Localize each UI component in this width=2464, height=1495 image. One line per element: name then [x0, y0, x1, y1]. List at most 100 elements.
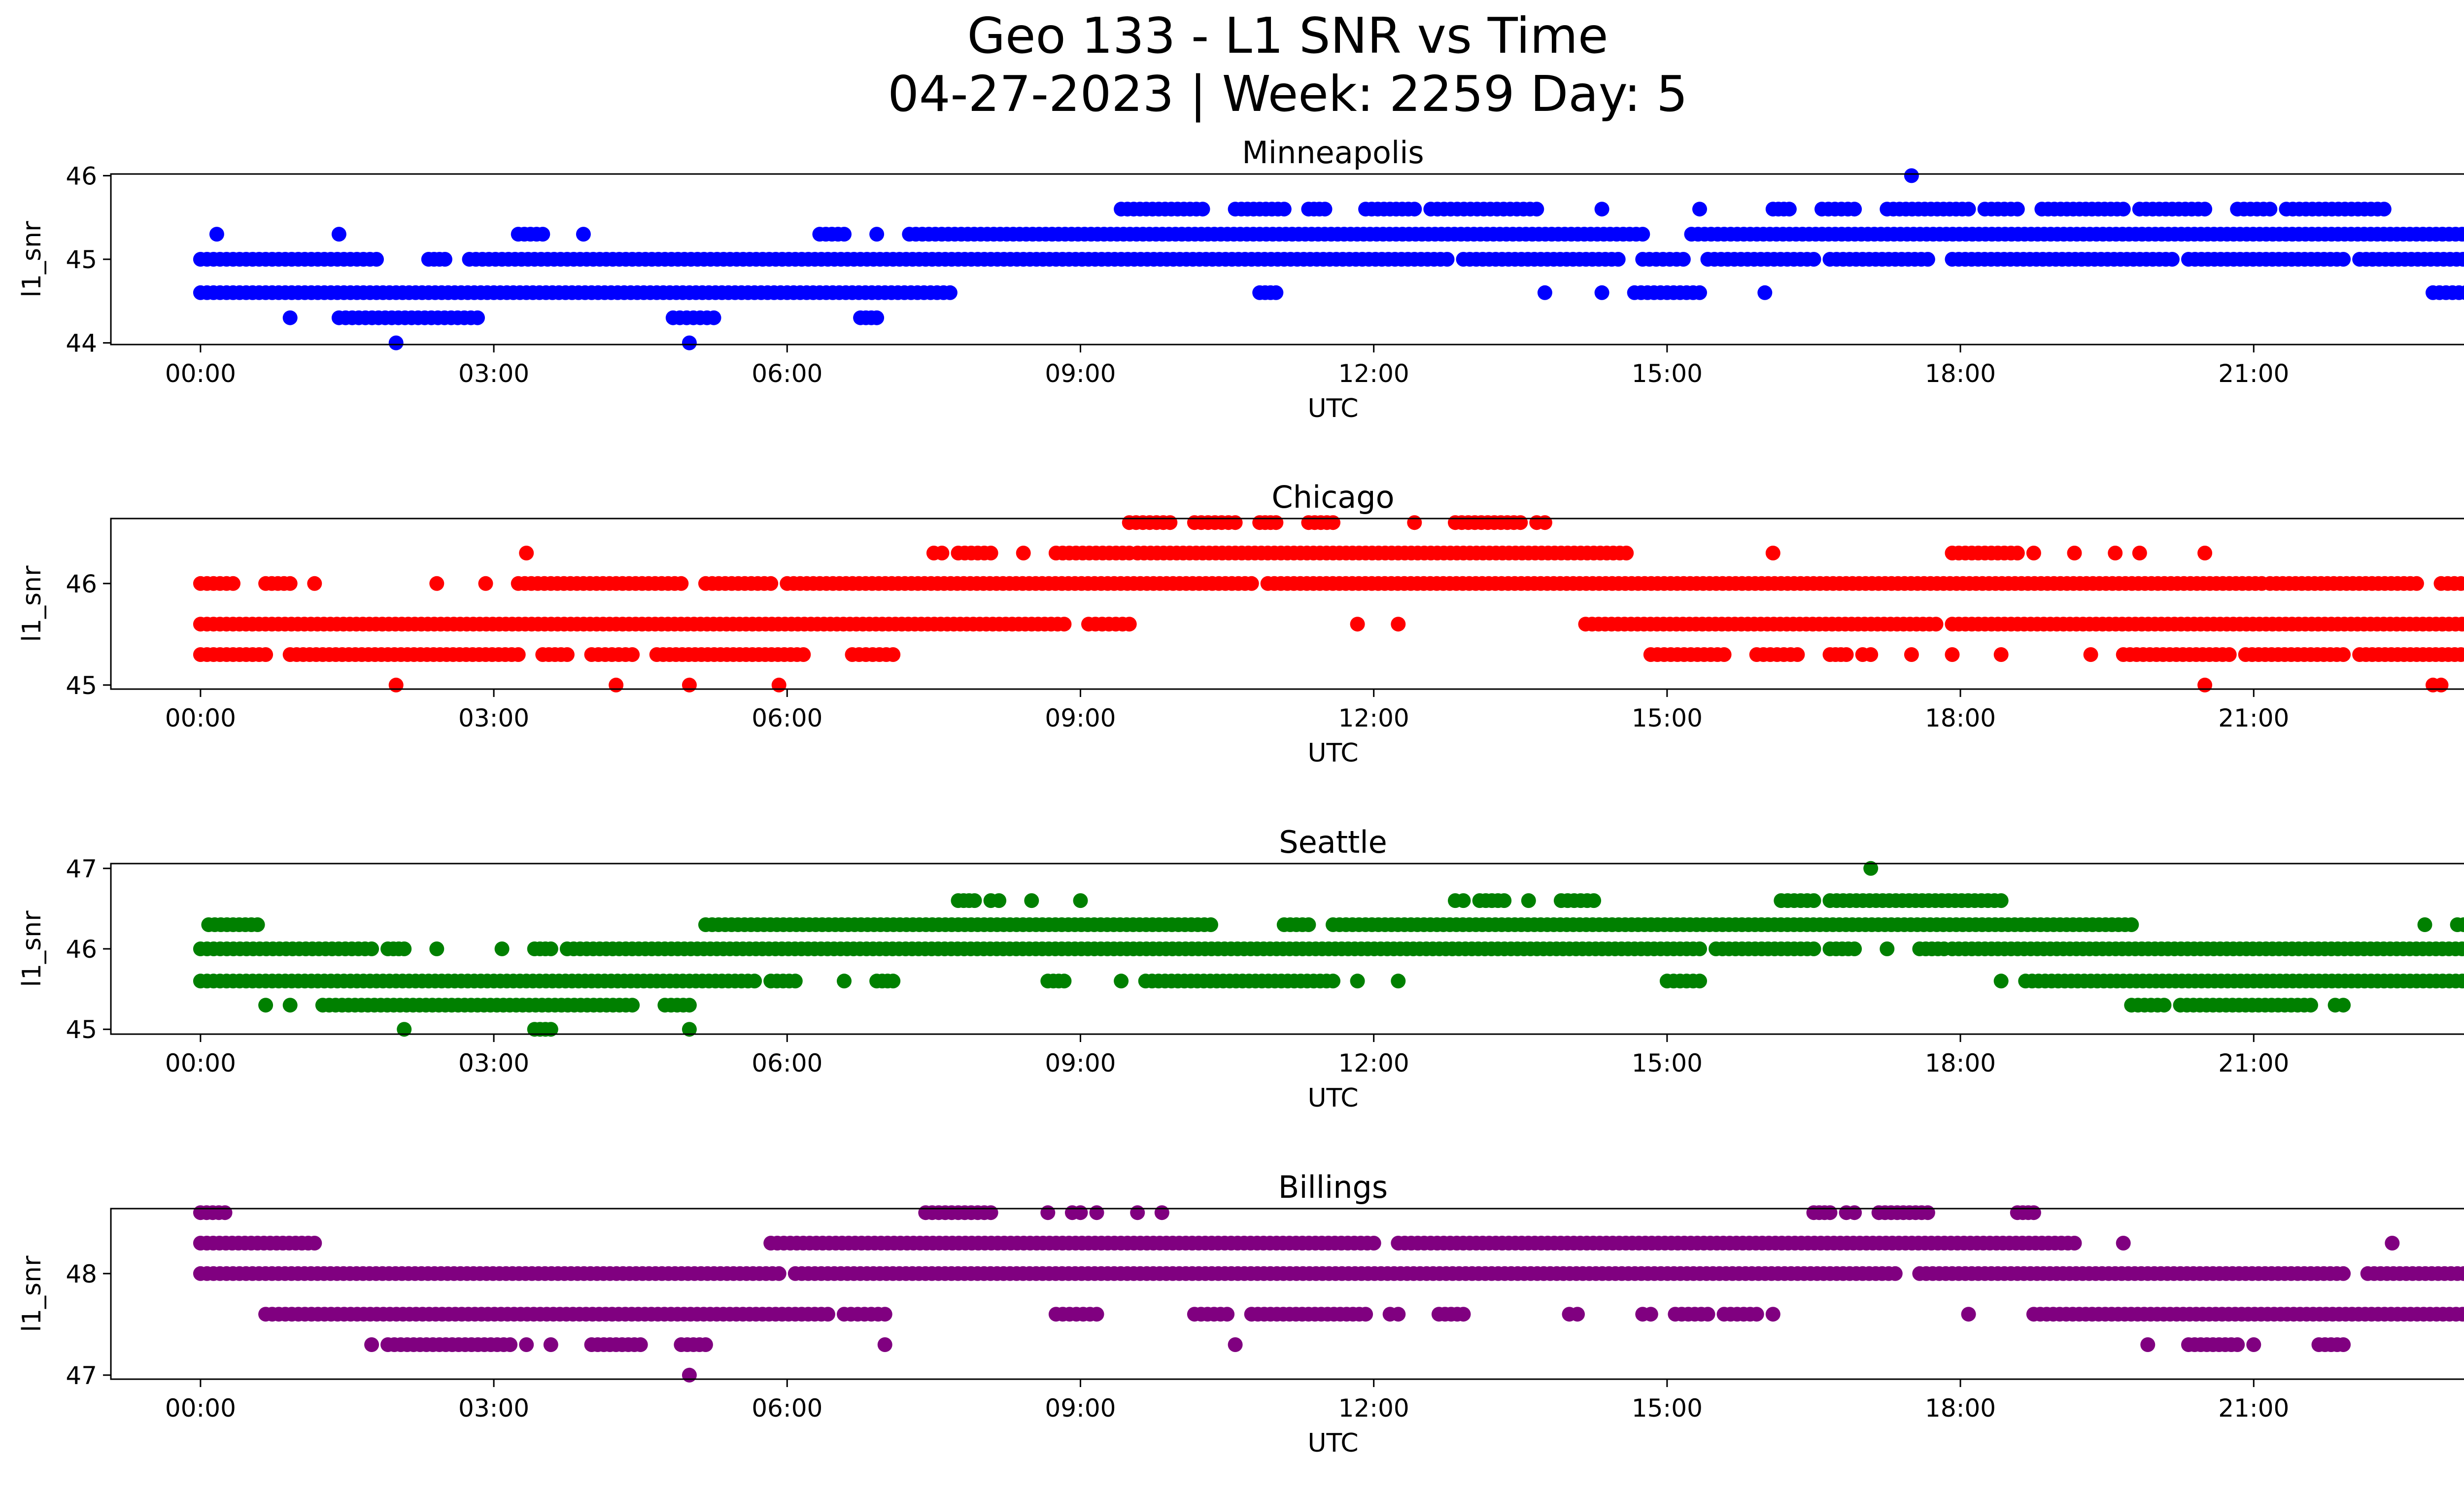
data-point	[886, 973, 901, 989]
data-point	[2456, 1266, 2464, 1281]
data-point	[1806, 941, 1821, 956]
series-points	[193, 861, 2464, 1037]
x-tick-label: 03:00	[458, 704, 529, 732]
data-point	[1993, 647, 2009, 662]
data-point	[543, 941, 558, 956]
data-point	[1326, 973, 1340, 989]
data-point	[1692, 973, 1707, 989]
data-point	[2164, 252, 2180, 267]
data-point	[1521, 893, 1536, 908]
data-point	[1863, 647, 1879, 662]
y-tick-label: 45	[66, 1015, 97, 1044]
x-tick-label: 06:00	[752, 1394, 822, 1423]
data-point	[1537, 285, 1552, 300]
data-point	[1961, 1307, 1976, 1322]
data-point	[1089, 1307, 1104, 1322]
data-point	[226, 576, 240, 591]
y-tick-label: 48	[66, 1260, 97, 1288]
data-point	[1268, 515, 1284, 530]
subplot-title: Billings	[1278, 1169, 1388, 1205]
data-point	[1765, 1307, 1780, 1322]
data-point	[282, 998, 298, 1013]
data-point	[543, 1022, 558, 1037]
data-point	[2462, 254, 2464, 265]
data-point	[1195, 202, 1210, 217]
x-tick-label: 00:00	[165, 1049, 236, 1078]
data-point	[2116, 202, 2131, 217]
data-point	[1456, 1307, 1471, 1322]
data-point	[217, 1205, 233, 1220]
data-point	[1089, 1205, 1104, 1220]
data-point	[2067, 546, 2082, 560]
data-point	[2461, 975, 2464, 987]
data-point	[1610, 252, 1626, 267]
x-tick-label: 15:00	[1632, 1049, 1703, 1078]
x-tick-label: 15:00	[1632, 1394, 1703, 1423]
data-point	[1904, 647, 1919, 662]
data-point	[633, 1337, 648, 1352]
data-point	[2124, 917, 2139, 932]
data-point	[1122, 617, 1137, 632]
data-point	[2336, 1266, 2351, 1281]
data-point	[877, 1337, 892, 1352]
data-point	[682, 677, 697, 693]
data-point	[2246, 1337, 2261, 1352]
data-point	[2461, 228, 2464, 240]
data-point	[837, 973, 852, 989]
data-point	[796, 647, 811, 662]
x-tick-label: 09:00	[1045, 359, 1116, 388]
data-point	[771, 677, 787, 693]
data-point	[2462, 1309, 2464, 1320]
data-point	[682, 335, 697, 350]
data-point	[1920, 252, 1935, 267]
data-point	[1163, 515, 1178, 530]
x-tick-label: 06:00	[752, 704, 822, 732]
data-point	[1790, 647, 1805, 662]
data-point	[397, 1022, 412, 1037]
data-point	[1781, 202, 1797, 217]
data-point	[1057, 617, 1072, 632]
data-point	[2336, 998, 2351, 1013]
data-point	[983, 546, 998, 560]
data-point	[535, 227, 550, 242]
x-tick-label: 06:00	[752, 1049, 822, 1078]
data-point	[747, 973, 762, 989]
data-point	[1749, 1307, 1764, 1322]
data-point	[886, 647, 901, 662]
data-point	[2409, 576, 2424, 591]
data-point	[543, 1337, 558, 1352]
data-point	[1317, 202, 1333, 217]
x-tick-label: 06:00	[752, 359, 822, 388]
y-axis-label: l1_snr	[17, 910, 47, 987]
data-point	[674, 576, 689, 591]
data-point	[1692, 202, 1707, 217]
data-point	[1407, 515, 1422, 530]
data-point	[1040, 1205, 1056, 1220]
data-point	[2230, 1337, 2245, 1352]
data-point	[2455, 227, 2464, 242]
data-point	[1276, 202, 1292, 217]
data-point	[1024, 893, 1039, 908]
x-tick-label: 18:00	[1925, 1049, 1996, 1078]
data-point	[503, 1337, 518, 1352]
data-point	[1961, 202, 1976, 217]
data-point	[1529, 202, 1544, 217]
data-point	[1301, 917, 1316, 932]
data-point	[1407, 202, 1422, 217]
data-point	[1326, 515, 1340, 530]
data-point	[609, 677, 624, 693]
data-point	[1887, 1266, 1903, 1281]
data-point	[2026, 546, 2041, 560]
data-point	[625, 647, 640, 662]
data-point	[2417, 917, 2432, 932]
data-point	[1130, 1205, 1145, 1220]
x-tick-label: 12:00	[1338, 1394, 1409, 1423]
data-point	[682, 1367, 697, 1383]
x-axis-label: UTC	[1307, 738, 1358, 768]
x-tick-label: 09:00	[1045, 704, 1116, 732]
data-point	[2262, 202, 2278, 217]
data-point	[511, 647, 526, 662]
data-point	[282, 576, 298, 591]
data-point	[763, 576, 779, 591]
y-tick-label: 46	[66, 935, 97, 964]
